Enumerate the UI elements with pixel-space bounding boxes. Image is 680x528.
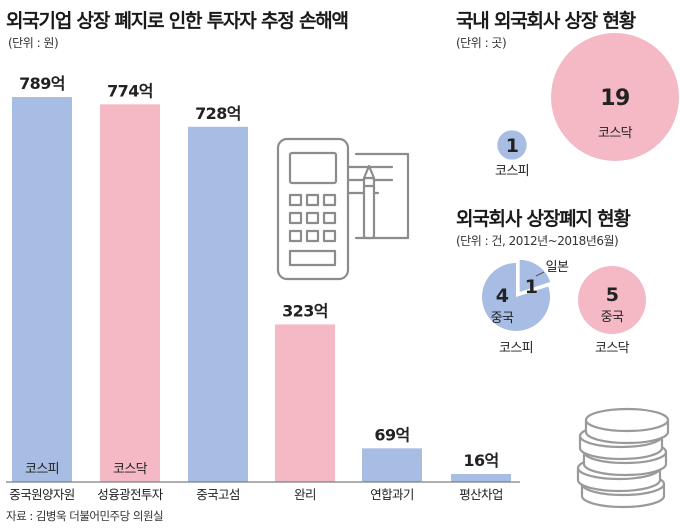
pie-slice-value: 1 [525,276,538,298]
bar-category-label: 연합과기 [370,487,414,502]
pie-slice-label: 일본 [546,260,569,275]
pie-slice-label: 중국 [601,310,624,325]
bar [12,97,72,482]
pie-slice [481,263,550,331]
bar-value-label: 789억 [19,74,65,93]
bar-chart-unit: (단위 : 원) [8,36,59,50]
bubble-label: 코스닥 [598,126,633,141]
delisting-title: 외국회사 상장폐지 현황 [456,208,631,230]
listing-bubbles: 1 코스피 19 코스닥 [495,33,679,179]
bubble-value: 19 [600,86,629,111]
bar-value-label: 323억 [282,301,328,320]
listing-unit: (단위 : 곳) [456,36,507,50]
pie-slice-label: 중국 [491,311,514,326]
bar [362,448,422,482]
bar-market-label: 코스닥 [113,462,148,477]
pie-market-label: 코스피 [499,341,533,356]
bar-chart-title: 외국기업 상장 폐지로 인한 투자자 추정 손해액 [6,10,349,32]
bar [451,474,511,482]
leader-line [535,271,545,277]
bar [188,126,248,482]
bar-value-label: 16억 [463,451,498,470]
bar-category-label: 성융광전투자 [97,487,164,502]
bubble-value: 1 [506,135,519,157]
bar-value-label: 728억 [195,104,241,123]
source-note: 자료 : 김병욱 더불어민주당 의원실 [6,509,164,523]
bar [100,104,160,482]
payment-terminal-icon [276,137,410,281]
coin-stack-icon [576,407,670,509]
pie-market-label: 코스닥 [595,341,630,356]
delisting-unit: (단위 : 건, 2012년~2018년6월) [456,234,619,248]
listing-title: 국내 외국회사 상장 현황 [456,10,636,32]
bar-category-label: 중국원양자원 [9,487,75,502]
pie-slice-value: 4 [496,285,509,307]
bar-market-label: 코스피 [25,462,59,477]
pie-slice-value: 5 [606,284,619,306]
bubble-label: 코스피 [495,164,529,179]
pie-slice [518,258,553,294]
bar-category-label: 완리 [294,487,316,502]
bar-category-label: 평산차업 [459,487,503,502]
bar-category-label: 중국고섬 [196,487,240,502]
bubble [551,33,679,161]
bar-value-label: 69억 [374,425,409,444]
pie-slice [578,266,646,334]
bar [275,324,335,482]
bar-value-label: 774억 [107,81,153,100]
bubble [497,130,527,160]
